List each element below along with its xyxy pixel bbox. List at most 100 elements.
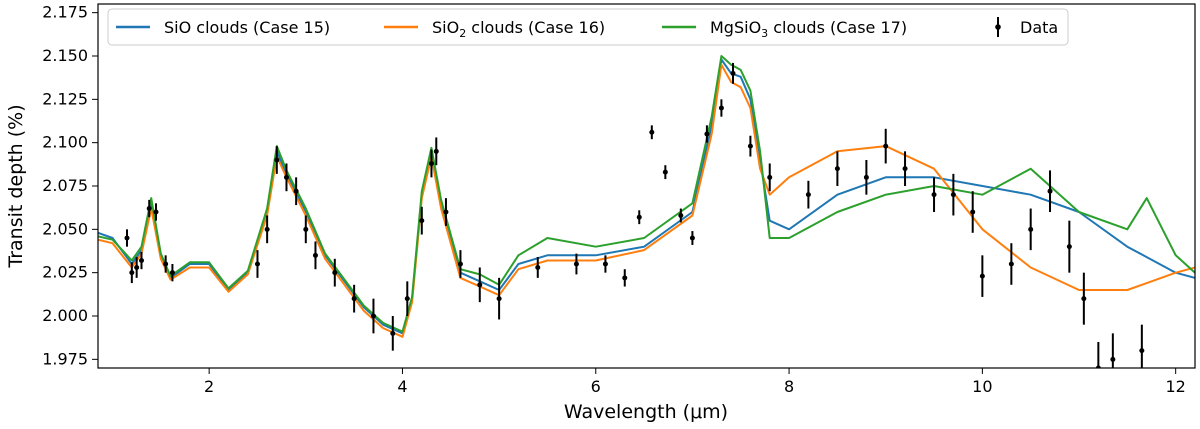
data-point — [283, 163, 289, 192]
y-tick-label: 2.125 — [42, 89, 88, 108]
data-point — [883, 128, 889, 164]
data-point — [718, 99, 724, 117]
legend-label-sio2: SiO2 clouds (Case 16) — [432, 18, 605, 40]
data-marker — [1028, 226, 1034, 232]
data-marker — [303, 226, 309, 232]
data-point — [662, 165, 668, 180]
data-marker — [1110, 356, 1116, 362]
data-marker — [678, 212, 684, 218]
data-point — [805, 180, 811, 209]
data-point — [1110, 333, 1116, 368]
data-marker — [477, 282, 483, 288]
data-marker — [351, 296, 357, 302]
data-point — [169, 264, 175, 282]
data-marker — [1047, 188, 1053, 194]
data-point — [370, 298, 376, 334]
data-marker — [950, 192, 956, 198]
data-point — [457, 250, 463, 278]
data-point — [902, 151, 908, 186]
legend-label-sio: SiO clouds (Case 15) — [164, 18, 330, 37]
data-marker — [662, 169, 668, 175]
data-marker — [747, 143, 753, 149]
data-point — [390, 316, 396, 351]
y-tick-label: 2.000 — [42, 306, 88, 325]
data-marker — [1139, 348, 1145, 354]
data-marker — [834, 166, 840, 172]
data-point — [274, 146, 280, 174]
data-point — [254, 250, 260, 278]
data-marker — [636, 214, 642, 220]
data-point — [153, 203, 159, 221]
data-marker — [129, 270, 135, 276]
data-point — [404, 281, 410, 316]
data-point — [863, 160, 869, 195]
data-marker — [153, 209, 159, 215]
data-marker — [163, 261, 169, 267]
y-tick-label: 2.050 — [42, 219, 88, 238]
data-point — [970, 191, 976, 233]
data-marker — [902, 166, 908, 172]
data-marker — [283, 174, 289, 180]
y-tick-label: 2.100 — [42, 133, 88, 152]
data-point — [622, 269, 628, 287]
data-marker — [332, 270, 338, 276]
data-point — [730, 62, 736, 84]
data-marker — [970, 209, 976, 215]
data-point — [979, 255, 985, 297]
data-marker — [689, 235, 695, 241]
legend-label-mgsio3: MgSiO3 clouds (Case 17) — [710, 18, 907, 40]
data-point — [293, 177, 299, 206]
data-point — [704, 125, 710, 143]
x-tick-label: 12 — [1165, 377, 1185, 396]
data-point — [138, 251, 144, 270]
data-point — [602, 255, 608, 273]
data-marker — [433, 148, 439, 154]
data-point — [950, 173, 956, 216]
data-marker — [730, 70, 736, 76]
x-axis-label: Wavelength (μm) — [564, 401, 728, 423]
data-point — [1066, 220, 1072, 273]
series-line-mgsio3 — [98, 55, 1195, 333]
y-axis-ticks: 1.975 2.000 2.025 2.050 2.075 2.100 2.125 2.150… — [42, 3, 98, 368]
data-point — [1081, 272, 1087, 325]
data-marker — [704, 131, 710, 137]
data-point — [312, 241, 318, 270]
data-marker — [1008, 261, 1014, 267]
data-marker — [649, 129, 655, 135]
data-point — [264, 215, 270, 244]
x-tick-label: 2 — [204, 377, 214, 396]
data-point — [1095, 342, 1101, 368]
data-point — [636, 210, 642, 225]
data-marker — [264, 226, 270, 232]
data-marker — [573, 261, 579, 267]
series-line-sio2 — [98, 63, 1195, 338]
data-marker — [883, 143, 889, 149]
data-marker — [931, 192, 937, 198]
data-marker — [718, 105, 724, 111]
data-point — [689, 231, 695, 245]
data-marker — [274, 157, 280, 163]
data-marker — [443, 209, 449, 215]
data-point — [747, 135, 753, 157]
data-point — [419, 206, 425, 235]
data-marker — [419, 218, 425, 224]
data-marker — [535, 264, 541, 270]
data-marker — [496, 296, 502, 302]
x-tick-label: 8 — [784, 377, 794, 396]
data-point — [443, 198, 449, 226]
data-marker — [622, 275, 628, 281]
data-point — [834, 151, 840, 186]
data-point — [351, 284, 357, 313]
data-point — [496, 277, 502, 320]
data-marker — [767, 174, 773, 180]
data-point — [535, 257, 541, 278]
x-tick-label: 4 — [397, 377, 407, 396]
data-marker — [979, 273, 985, 279]
data-point — [303, 215, 309, 244]
data-point — [1028, 208, 1034, 251]
data-point — [573, 253, 579, 275]
data-point — [134, 257, 140, 278]
data-point — [433, 137, 439, 166]
